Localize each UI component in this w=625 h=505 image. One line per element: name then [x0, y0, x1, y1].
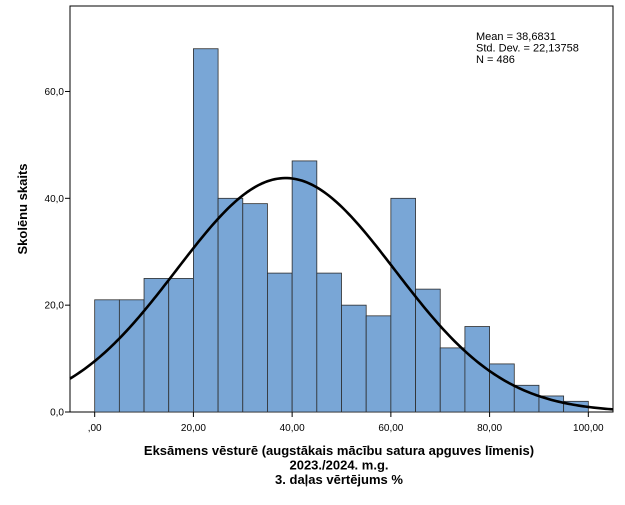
histogram-bar	[415, 288, 441, 413]
x-axis-title-line: Eksāmens vēsturē (augstākais mācību satu…	[144, 443, 534, 458]
histogram-bar	[365, 315, 392, 413]
y-tick-label: 60,0	[45, 87, 65, 98]
histogram-bar	[291, 160, 318, 413]
axis-labels: Skolēnu skaits Eksāmens vēsturē (augstāka…	[15, 163, 534, 487]
histogram-bar	[143, 278, 170, 413]
stats-line: N = 486	[476, 54, 515, 66]
y-axis-title: Skolēnu skaits	[15, 163, 30, 254]
stats-line: Mean = 38,6831	[476, 31, 556, 43]
histogram-bar	[439, 347, 466, 413]
histogram-bar	[341, 304, 367, 413]
histogram-bar	[316, 272, 342, 413]
y-tick-label: 0,0	[50, 408, 64, 419]
histogram-bar	[489, 363, 515, 413]
x-tick-label: 60,00	[378, 423, 403, 434]
y-tick-label: 20,0	[45, 301, 65, 312]
stats-line: Std. Dev. = 22,13758	[476, 43, 579, 55]
x-tick-label: ,00	[88, 423, 102, 434]
bars-layer	[94, 48, 589, 413]
histogram-bar	[242, 203, 268, 413]
x-tick-label: 40,00	[280, 423, 305, 434]
histogram-bar	[94, 299, 120, 413]
curve-layer	[69, 176, 614, 411]
histogram-bar	[118, 299, 145, 413]
x-axis-title-line: 2023./2024. m.g.	[289, 458, 388, 473]
histogram-bar	[217, 197, 244, 413]
x-axis-title-line: 3. daļas vērtējums %	[275, 472, 403, 487]
histogram-bar	[267, 272, 293, 413]
x-tick-label: 80,00	[477, 423, 502, 434]
axes-layer: 0,0 20,0 40,0 60,0 ,00 20,00 40,00 60,00 80,00 10…	[45, 87, 605, 434]
histogram-bar	[193, 48, 219, 413]
histogram-bar	[168, 278, 194, 413]
histogram-bar	[513, 384, 540, 413]
x-tick-label: 100,00	[573, 423, 604, 434]
normal-distribution-curve	[69, 176, 614, 411]
histogram-bar	[390, 197, 416, 413]
y-tick-label: 40,0	[45, 194, 65, 205]
x-tick-label: 20,00	[181, 423, 206, 434]
